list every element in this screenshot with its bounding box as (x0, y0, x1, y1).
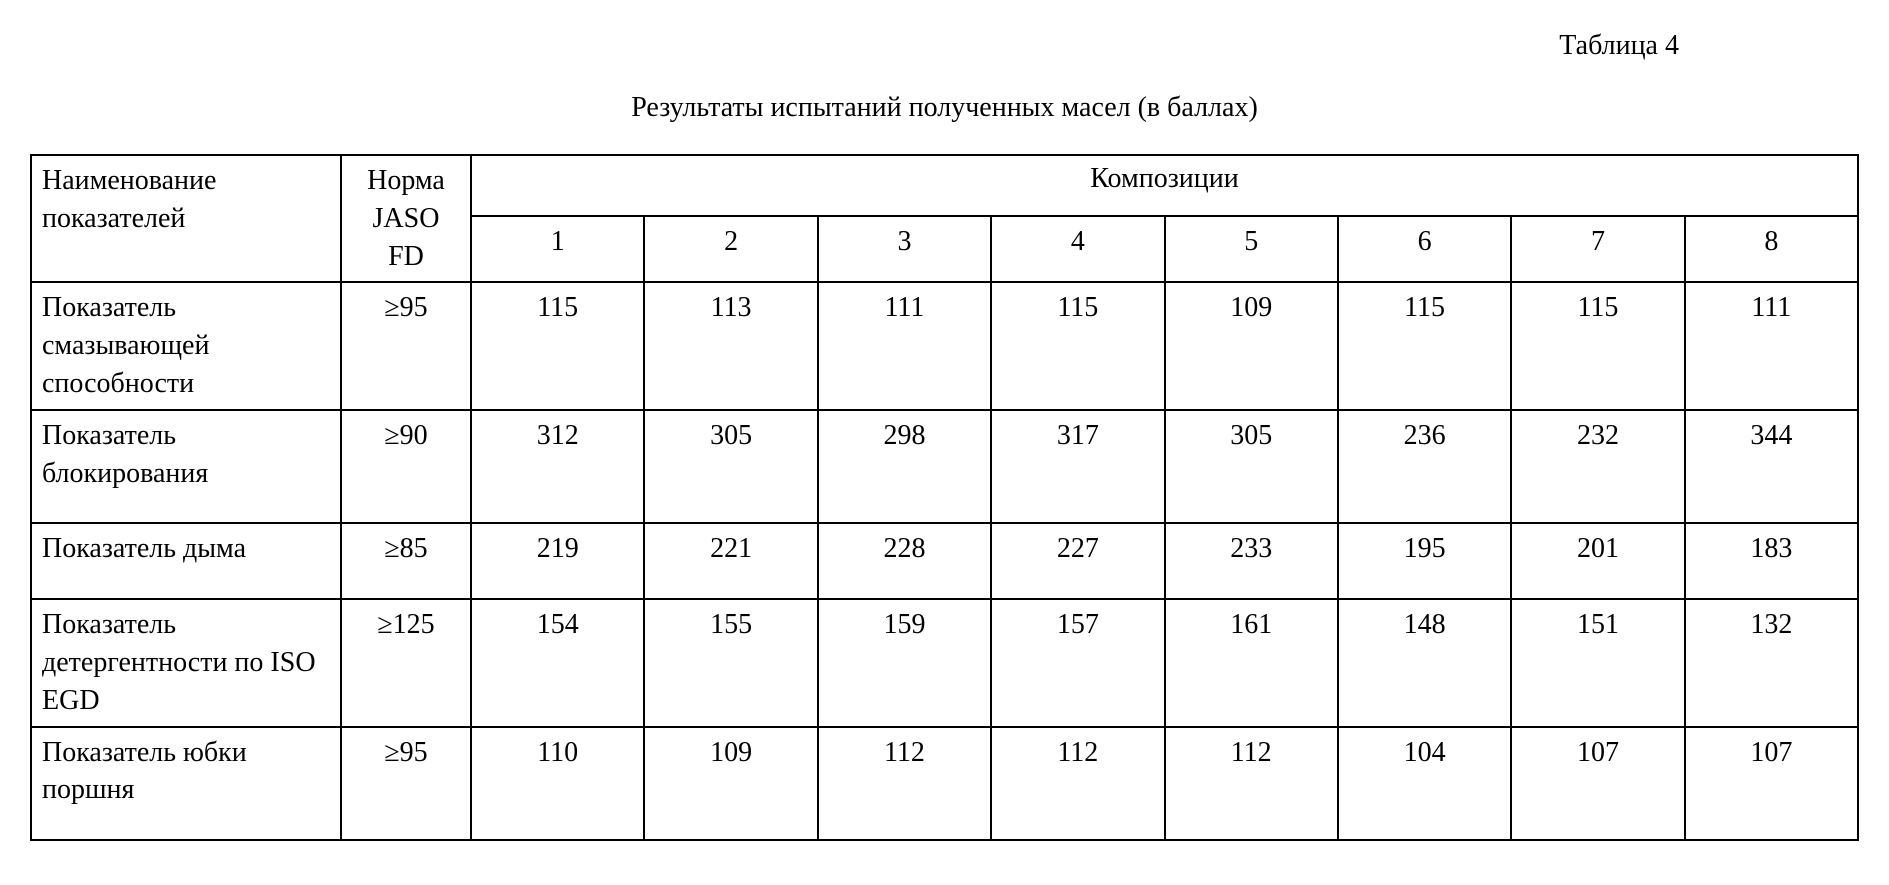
header-comp-num: 5 (1165, 216, 1338, 282)
row-data-cell: 233 (1165, 523, 1338, 599)
row-data-cell: 115 (991, 282, 1164, 409)
row-data-cell: 221 (644, 523, 817, 599)
table-row: Показатель дыма≥852192212282272331952011… (31, 523, 1858, 599)
row-data-cell: 110 (471, 727, 644, 841)
header-norm: Норма JASO FD (341, 155, 471, 282)
table-row: Показатель смазывающей способности≥95115… (31, 282, 1858, 409)
row-data-cell: 112 (818, 727, 991, 841)
row-data-cell: 132 (1685, 599, 1858, 726)
header-norm-line2: JASO (373, 203, 440, 234)
row-name-cell: Показатель детергентности по ISO EGD (31, 599, 341, 726)
header-norm-line3: FD (388, 241, 424, 272)
row-data-cell: 112 (1165, 727, 1338, 841)
row-norm-cell: ≥125 (341, 599, 471, 726)
row-data-cell: 154 (471, 599, 644, 726)
header-compositions: Композиции (471, 155, 1858, 216)
header-name: Наименование показателей (31, 155, 341, 282)
row-norm-cell: ≥90 (341, 410, 471, 524)
header-comp-num: 1 (471, 216, 644, 282)
row-data-cell: 236 (1338, 410, 1511, 524)
row-data-cell: 312 (471, 410, 644, 524)
row-data-cell: 111 (1685, 282, 1858, 409)
row-data-cell: 107 (1511, 727, 1684, 841)
table-row: Показатель детергентности по ISO EGD≥125… (31, 599, 1858, 726)
row-data-cell: 109 (1165, 282, 1338, 409)
row-data-cell: 115 (1511, 282, 1684, 409)
row-data-cell: 107 (1685, 727, 1858, 841)
row-data-cell: 344 (1685, 410, 1858, 524)
table-caption: Результаты испытаний полученных масел (в… (30, 92, 1859, 124)
header-comp-num: 4 (991, 216, 1164, 282)
row-norm-cell: ≥85 (341, 523, 471, 599)
row-data-cell: 305 (1165, 410, 1338, 524)
row-data-cell: 201 (1511, 523, 1684, 599)
table-body: Показатель смазывающей способности≥95115… (31, 282, 1858, 840)
row-data-cell: 148 (1338, 599, 1511, 726)
header-norm-line1: Норма (367, 165, 445, 196)
row-data-cell: 219 (471, 523, 644, 599)
header-comp-num: 7 (1511, 216, 1684, 282)
row-data-cell: 113 (644, 282, 817, 409)
row-name-cell: Показатель юбки поршня (31, 727, 341, 841)
row-data-cell: 298 (818, 410, 991, 524)
row-data-cell: 115 (1338, 282, 1511, 409)
row-data-cell: 109 (644, 727, 817, 841)
row-data-cell: 157 (991, 599, 1164, 726)
row-name-cell: Показатель смазывающей способности (31, 282, 341, 409)
header-comp-num: 8 (1685, 216, 1858, 282)
header-comp-num: 6 (1338, 216, 1511, 282)
row-name-cell: Показатель дыма (31, 523, 341, 599)
row-data-cell: 161 (1165, 599, 1338, 726)
table-head: Наименование показателей Норма JASO FD К… (31, 155, 1858, 282)
table-row: Показатель юбки поршня≥95110109112112112… (31, 727, 1858, 841)
header-comp-num: 2 (644, 216, 817, 282)
row-data-cell: 183 (1685, 523, 1858, 599)
row-norm-cell: ≥95 (341, 727, 471, 841)
row-data-cell: 195 (1338, 523, 1511, 599)
results-table: Наименование показателей Норма JASO FD К… (30, 154, 1859, 841)
row-norm-cell: ≥95 (341, 282, 471, 409)
row-data-cell: 305 (644, 410, 817, 524)
row-data-cell: 115 (471, 282, 644, 409)
table-label: Таблица 4 (30, 30, 1859, 62)
row-data-cell: 232 (1511, 410, 1684, 524)
row-data-cell: 151 (1511, 599, 1684, 726)
header-comp-num: 3 (818, 216, 991, 282)
row-data-cell: 155 (644, 599, 817, 726)
row-data-cell: 227 (991, 523, 1164, 599)
row-data-cell: 228 (818, 523, 991, 599)
table-row: Показатель блокирования≥9031230529831730… (31, 410, 1858, 524)
row-data-cell: 111 (818, 282, 991, 409)
row-data-cell: 112 (991, 727, 1164, 841)
row-data-cell: 317 (991, 410, 1164, 524)
row-name-cell: Показатель блокирования (31, 410, 341, 524)
row-data-cell: 104 (1338, 727, 1511, 841)
row-data-cell: 159 (818, 599, 991, 726)
